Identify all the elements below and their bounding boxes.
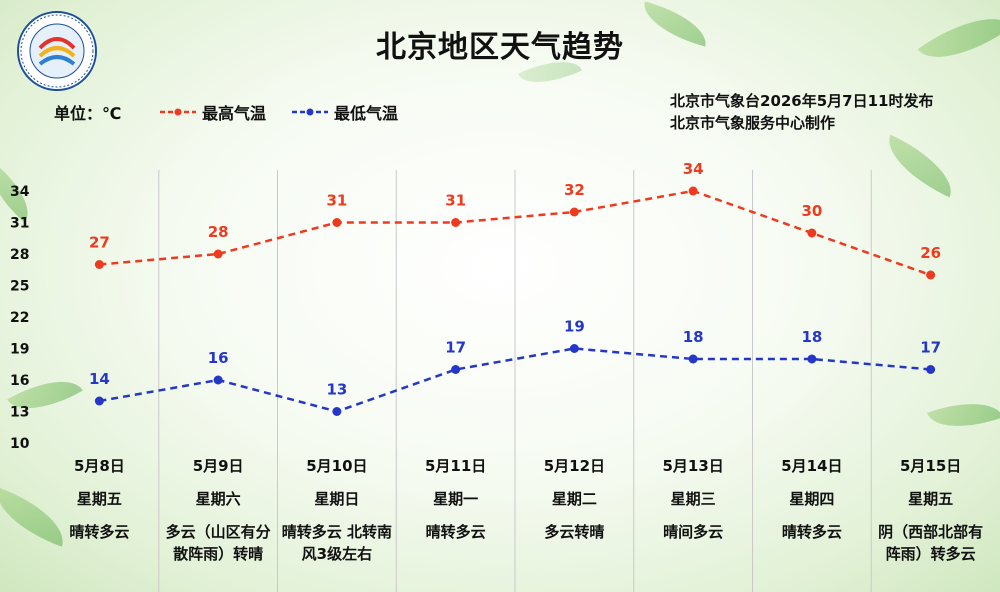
- legend-high-label: 最高气温: [202, 104, 267, 123]
- data-label: 28: [208, 223, 229, 241]
- y-tick-label: 31: [10, 216, 29, 232]
- data-label: 31: [445, 192, 466, 210]
- day-column: 5月8日星期五晴转多云: [44, 455, 155, 585]
- data-label: 18: [801, 328, 822, 346]
- data-point: [926, 365, 936, 374]
- legend-low-marker: [292, 108, 328, 116]
- issue-notice: 北京市气象台2026年5月7日11时发布: [670, 92, 934, 110]
- data-point: [332, 218, 342, 227]
- data-label: 30: [801, 202, 822, 220]
- day-weather: 晴间多云: [663, 523, 724, 541]
- day-date: 5月15日: [899, 457, 962, 475]
- day-weekday: 星期四: [789, 490, 835, 508]
- day-column: 5月9日星期六多云（山区有分散阵雨）转晴: [163, 455, 274, 585]
- data-label: 13: [326, 381, 347, 399]
- legend-high: 最高气温: [160, 100, 266, 124]
- day-weather: 晴转多云 北转南风3级左右: [281, 523, 392, 563]
- day-column: 5月13日星期三晴间多云: [638, 455, 749, 585]
- data-label: 14: [89, 370, 110, 388]
- day-weather: 阴（西部北部有阵雨）转多云: [878, 523, 984, 563]
- y-tick-label: 10: [10, 436, 30, 452]
- day-date: 5月13日: [662, 457, 724, 475]
- data-label: 17: [445, 339, 466, 357]
- data-label: 19: [564, 318, 585, 336]
- legend-low: 最低气温: [292, 100, 398, 124]
- data-point: [688, 186, 698, 196]
- legend-low-label: 最低气温: [334, 104, 399, 123]
- day-date: 5月9日: [192, 457, 244, 475]
- y-tick-label: 13: [10, 405, 29, 421]
- legend-high-marker: [160, 108, 196, 116]
- day-weather: 多云转晴: [544, 523, 605, 541]
- data-point: [213, 375, 223, 385]
- y-tick-label: 22: [10, 310, 29, 326]
- data-label: 17: [920, 339, 941, 357]
- day-column: 5月15日星期五阴（西部北部有阵雨）转多云: [875, 455, 986, 585]
- day-weather: 晴转多云: [781, 523, 842, 541]
- data-point: [332, 407, 342, 416]
- day-date: 5月14日: [781, 457, 843, 475]
- data-label: 16: [208, 349, 229, 367]
- day-weather: 晴转多云: [69, 523, 130, 541]
- series-line-high: [99, 189, 932, 277]
- y-tick-label: 34: [10, 184, 30, 200]
- day-weekday: 星期五: [908, 490, 954, 508]
- day-date: 5月10日: [306, 457, 368, 475]
- data-point: [94, 260, 104, 269]
- data-label: 32: [564, 181, 585, 199]
- data-point: [569, 344, 579, 353]
- data-point: [926, 270, 936, 280]
- day-date: 5月8日: [73, 457, 125, 475]
- y-tick-label: 16: [10, 373, 29, 389]
- data-label: 27: [89, 234, 110, 252]
- y-tick-label: 25: [10, 279, 29, 295]
- data-point: [569, 207, 579, 217]
- data-point: [451, 218, 461, 227]
- day-weekday: 星期五: [76, 490, 122, 508]
- data-point: [451, 365, 461, 374]
- producer-notice: 北京市气象服务中心制作: [670, 114, 836, 132]
- data-point: [94, 396, 104, 406]
- data-label: 34: [683, 160, 704, 178]
- day-date: 5月11日: [424, 457, 487, 475]
- page-title: 北京地区天气趋势: [376, 30, 624, 65]
- data-label: 18: [683, 328, 704, 346]
- data-label: 31: [326, 192, 347, 210]
- day-column: 5月14日星期四晴转多云: [757, 455, 868, 585]
- day-weather: 多云（山区有分散阵雨）转晴: [165, 523, 271, 563]
- data-point: [213, 249, 223, 259]
- day-weekday: 星期二: [551, 490, 597, 508]
- day-date: 5月12日: [543, 457, 606, 475]
- day-weekday: 星期日: [314, 490, 360, 508]
- y-tick-label: 19: [10, 342, 29, 358]
- unit-label: 单位：℃: [54, 104, 122, 123]
- day-weather: 晴转多云: [425, 523, 486, 541]
- day-column: 5月12日星期二多云转晴: [519, 455, 630, 585]
- day-column: 5月11日星期一晴转多云: [400, 455, 511, 585]
- day-weekday: 星期六: [195, 490, 241, 508]
- meteorological-service-logo: [17, 11, 97, 91]
- day-weekday: 星期一: [433, 490, 479, 508]
- data-point: [807, 354, 817, 364]
- day-weekday: 星期三: [670, 490, 716, 508]
- data-point: [688, 354, 698, 364]
- data-label: 26: [920, 244, 941, 262]
- series-line-low: [99, 347, 931, 413]
- y-tick-label: 28: [10, 247, 29, 263]
- data-point: [807, 228, 817, 238]
- day-column: 5月10日星期日晴转多云 北转南风3级左右: [282, 455, 393, 585]
